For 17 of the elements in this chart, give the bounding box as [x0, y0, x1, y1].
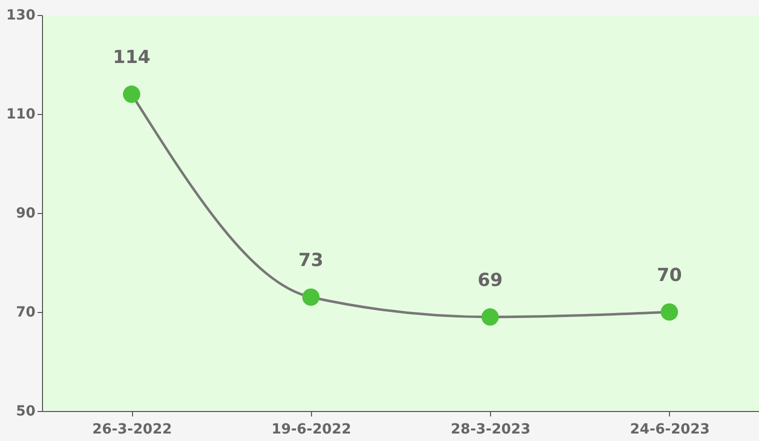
- y-tick-label: 50: [16, 404, 36, 420]
- x-tick-label: 26-3-2022: [92, 422, 172, 438]
- point: [302, 288, 320, 306]
- data-label: 69: [478, 270, 503, 291]
- data-label: 70: [656, 265, 682, 286]
- y-tick-label: 90: [16, 206, 36, 222]
- data-label: 73: [298, 250, 324, 272]
- x-tick-label: 19-6-2022: [271, 422, 352, 438]
- x-tick-label: 24-6-2023: [630, 422, 710, 438]
- data-label: 114: [112, 47, 150, 68]
- y-tick-label: 110: [6, 106, 36, 122]
- y-tick-label: 130: [6, 8, 36, 24]
- point: [481, 308, 499, 326]
- point: [122, 86, 140, 103]
- y-tick-label: 70: [16, 304, 36, 320]
- x-tick-label: 28-3-2023: [450, 422, 531, 438]
- point: [660, 303, 678, 321]
